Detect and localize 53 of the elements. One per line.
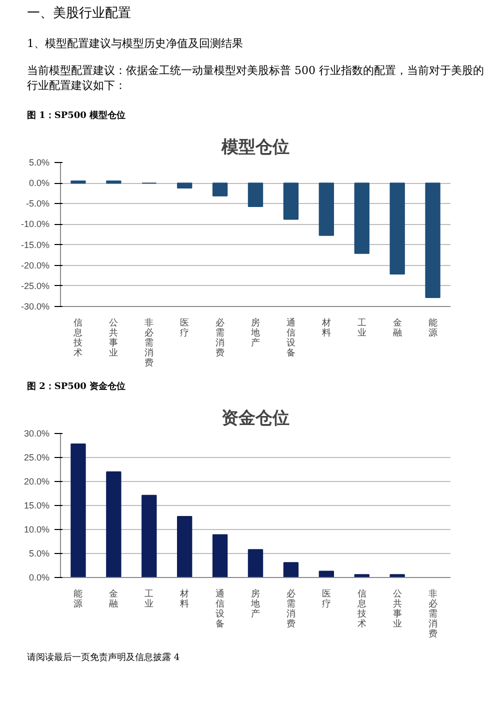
y-tick-label: 0.0% <box>28 572 50 582</box>
chart-title: 资金仓位 <box>222 408 290 428</box>
y-tick-label: -30.0% <box>20 301 50 312</box>
bar <box>248 549 264 578</box>
y-tick-label: 0.0% <box>28 178 50 188</box>
x-tick-label: 通信设备 <box>216 588 225 628</box>
y-tick-label: 10.0% <box>24 524 50 534</box>
chart-title: 模型仓位 <box>220 137 290 158</box>
x-tick-label: 必需消费 <box>216 317 225 358</box>
x-tick-label: 房地产 <box>250 317 260 348</box>
caption: 图 2：SP500 资金仓位 <box>26 380 126 393</box>
x-tick-label: 工业 <box>357 317 366 338</box>
text: 当前模型配置建议：依据金工统一动量模型对美股标普 500 行业指数的配置，当前对于美股的行业配置建议如下： <box>26 64 485 94</box>
x-tick-label: 金融 <box>109 588 118 608</box>
x-tick-label: 必需消费 <box>286 588 296 628</box>
x-tick-label: 能源 <box>74 588 83 608</box>
x-tick-label: 能源 <box>428 317 438 338</box>
caption: 图 1：SP500 模型仓位 <box>26 110 126 122</box>
bar <box>70 444 86 578</box>
x-tick-label: 材料 <box>320 317 331 338</box>
x-tick-label: 公共事业 <box>109 317 118 358</box>
y-tick-label: 15.0% <box>24 500 50 510</box>
y-tick-label: 25.0% <box>24 452 50 462</box>
bar <box>212 534 228 578</box>
bar <box>283 562 299 578</box>
text: 请阅读最后一页免责声明及信息披露 4 <box>26 652 180 664</box>
x-tick-label: 材料 <box>179 588 190 608</box>
x-tick-label: 信息技术 <box>72 317 83 358</box>
y-tick-label: -15.0% <box>20 240 50 250</box>
x-tick-label: 公共事业 <box>392 588 402 628</box>
x-tick-label: 通信设备 <box>286 317 296 358</box>
x-tick-label: 金融 <box>392 317 402 338</box>
x-tick-label: 非必需消费 <box>428 588 438 638</box>
bar <box>106 471 122 578</box>
text: 一、美股行业配置 <box>26 5 131 23</box>
x-tick-label: 房地产 <box>250 588 260 618</box>
y-tick-label: -25.0% <box>20 280 50 291</box>
y-tick-label: -20.0% <box>20 260 50 270</box>
bar <box>390 574 405 578</box>
text: 1、模型配置建议与模型历史净值及回测结果 <box>26 36 243 52</box>
y-tick-label: -10.0% <box>20 219 50 230</box>
x-tick-label: 信息技术 <box>356 588 366 628</box>
x-tick-label: 工业 <box>144 588 154 608</box>
bar <box>142 494 157 578</box>
y-tick-label: 20.0% <box>24 476 50 486</box>
y-tick-label: -5.0% <box>26 198 50 208</box>
y-tick-label: 5.0% <box>28 548 50 558</box>
y-tick-label: 30.0% <box>24 428 50 438</box>
bar <box>177 516 192 578</box>
x-tick-label: 医疗 <box>180 317 190 338</box>
x-tick-label: 非必需消费 <box>144 317 154 368</box>
y-tick-label: 5.0% <box>28 157 50 168</box>
x-tick-label: 医疗 <box>322 588 331 608</box>
